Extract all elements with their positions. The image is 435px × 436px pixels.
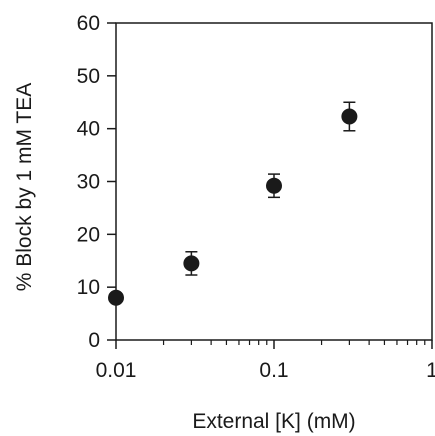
chart-points [108, 101, 358, 306]
data-point [108, 289, 124, 306]
y-tick-label: 40 [77, 118, 100, 141]
y-axis-title: % Block by 1 mM TEA [13, 83, 36, 292]
y-tick-label: 0 [88, 329, 100, 352]
y-tick-label: 20 [77, 223, 100, 246]
x-tick-label: 0.01 [96, 359, 137, 382]
y-tick-label: 50 [77, 65, 100, 88]
y-tick-label: 30 [77, 171, 100, 194]
data-point [183, 255, 200, 272]
data-point [341, 108, 358, 125]
x-tick-label: 0.1 [259, 359, 288, 382]
data-point [266, 177, 282, 194]
y-tick-label: 60 [77, 12, 100, 35]
x-tick-label: 1 [426, 359, 435, 382]
y-tick-label: 10 [77, 276, 100, 299]
chart-ticks: 0 10 20 30 40 50 60 0.01 0.1 1 [77, 12, 435, 382]
x-axis-title: External [K] (mM) [192, 410, 355, 433]
